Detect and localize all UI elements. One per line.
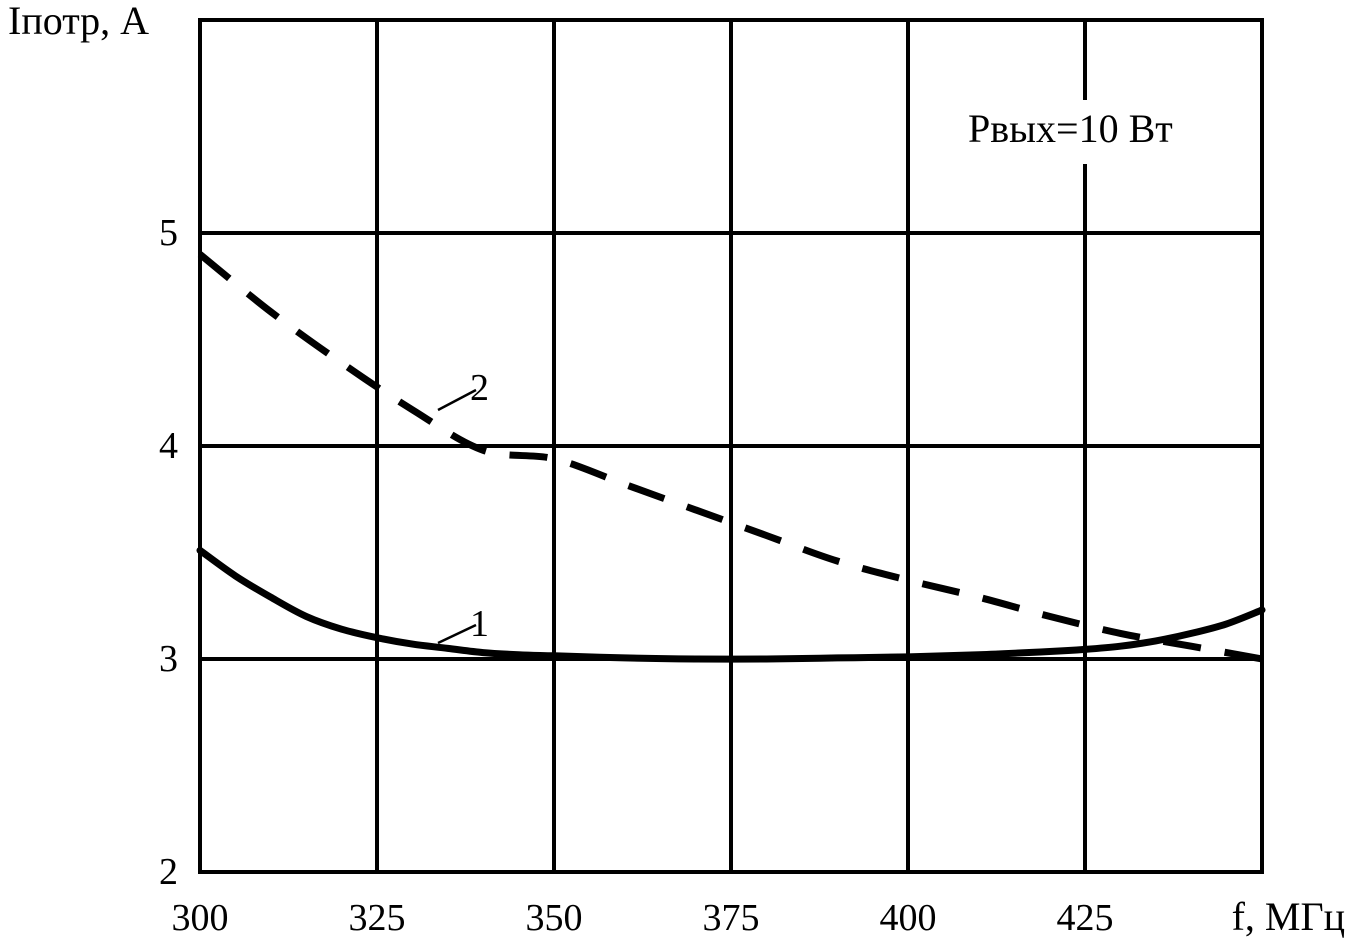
series-line-2 <box>197 251 1263 663</box>
x-tick-label: 350 <box>526 897 583 939</box>
x-tick-label: 375 <box>703 897 760 939</box>
x-tick-label: 400 <box>880 897 937 939</box>
x-tick-label: 300 <box>172 897 229 939</box>
annotation-text: Pвых=10 Вт <box>968 106 1173 151</box>
plot-frame <box>198 18 1264 874</box>
x-axis-label: f, МГц <box>1232 894 1345 939</box>
leader-line-1 <box>437 623 477 645</box>
series-layer <box>196 251 1266 663</box>
y-tick-label: 3 <box>159 638 178 680</box>
x-tick-label: 325 <box>349 897 406 939</box>
series-label-2: 2 <box>470 367 489 409</box>
y-tick-label: 5 <box>159 212 178 254</box>
label-layer: 300 325 350 375 400 425 2 3 4 5 1 2 <box>159 212 1114 939</box>
y-axis-label: Iпотр, А <box>8 0 149 43</box>
leader-line-2 <box>437 388 477 412</box>
y-tick-label: 2 <box>159 851 178 893</box>
annotation-background <box>955 100 1230 164</box>
x-tick-label: 425 <box>1057 897 1114 939</box>
series-label-1: 1 <box>470 603 489 645</box>
series-line-1 <box>196 546 1266 663</box>
y-tick-label: 4 <box>159 425 178 467</box>
